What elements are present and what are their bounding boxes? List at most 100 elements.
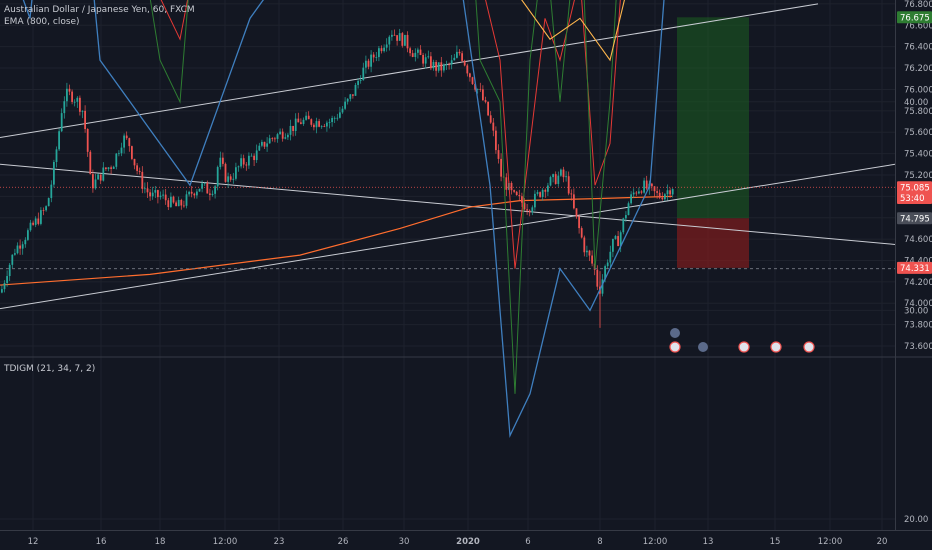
candle-body [180, 199, 183, 206]
y-tick-label: 76.200 [904, 64, 932, 74]
candle-body [430, 56, 432, 69]
profit-zone [677, 17, 749, 219]
candle-body [1, 289, 3, 293]
price-axis-tag [897, 212, 932, 225]
candle-body [497, 150, 500, 159]
candle-body [320, 126, 323, 127]
candle-body [79, 97, 81, 112]
candle-body [261, 141, 263, 146]
candle-body [557, 175, 560, 184]
candle-body [630, 194, 632, 204]
candle-body [612, 238, 614, 252]
price-axis-tag-text: 75.085 [900, 183, 930, 193]
x-tick-label: 16 [96, 537, 107, 547]
candle-body [541, 189, 544, 197]
candle-body [664, 194, 666, 200]
candle-body [448, 64, 450, 66]
candle-body [401, 33, 404, 46]
candle-body [279, 131, 281, 135]
candle-body [248, 155, 250, 166]
candle-body [596, 269, 599, 287]
candle-body [658, 192, 661, 198]
candle-body [94, 179, 97, 189]
candle-body [110, 167, 112, 169]
candle-body [422, 54, 424, 64]
candle-body [102, 167, 105, 181]
candle-body [414, 52, 417, 57]
candle-body [458, 51, 461, 54]
candle-body [440, 62, 443, 71]
candle-body [16, 245, 19, 254]
candle-body [656, 191, 658, 193]
candle-body [128, 138, 131, 147]
y-tick-label: 73.800 [904, 321, 932, 331]
x-tick-label: 15 [770, 537, 781, 547]
candle-body [50, 184, 53, 199]
candle-body [419, 49, 422, 55]
event-marker-icon [669, 341, 681, 353]
candle-body [196, 191, 198, 196]
candle-body [370, 54, 372, 67]
candle-body [60, 113, 63, 132]
candle-body [242, 158, 245, 165]
candle-body [450, 60, 453, 65]
candle-body [45, 206, 47, 211]
candle-body [219, 157, 222, 168]
ind-y-tick-label: 20.00 [904, 515, 928, 525]
x-tick-label: 6 [525, 537, 530, 547]
candle-body [138, 170, 141, 172]
candle-body [388, 36, 391, 45]
candle-body [141, 171, 144, 189]
candle-body [469, 73, 471, 78]
legend-ema: EMA (800, close) [4, 17, 80, 27]
candle-body [510, 183, 513, 191]
candle-body [362, 67, 365, 81]
x-tick-label: 12 [28, 537, 39, 547]
y-tick-label: 76.400 [904, 43, 932, 53]
candle-body [432, 61, 435, 69]
candle-body [411, 53, 414, 57]
candle-body [313, 124, 315, 128]
x-tick-label: 13 [703, 537, 714, 547]
candle-body [346, 98, 349, 102]
candle-body [274, 138, 276, 140]
candle-body [211, 193, 214, 195]
candle-body [404, 34, 406, 46]
ind-mid-line [521, 0, 625, 62]
candle-body [484, 100, 487, 102]
y-tick-label: 73.600 [904, 342, 932, 352]
candle-body [578, 216, 580, 229]
candle-body [190, 191, 193, 194]
event-marker-icon [698, 342, 708, 352]
event-marker-icon [670, 328, 680, 338]
candle-body [463, 60, 466, 66]
ind-y-tick-label: 30.00 [904, 306, 928, 316]
trend-line [0, 3, 819, 139]
candle-body [666, 190, 669, 195]
candle-body [206, 183, 209, 194]
candle-body [118, 153, 120, 155]
candle-body [339, 112, 341, 118]
loss-zone [677, 218, 749, 268]
candle-body [445, 64, 448, 66]
candle-body [352, 94, 354, 96]
candle-body [328, 122, 331, 123]
candle-body [409, 48, 411, 54]
candle-body [300, 122, 302, 124]
candle-body [263, 141, 266, 147]
legend-symbol: Australian Dollar / Japanese Yen, 60, FX… [4, 5, 195, 15]
candle-body [34, 218, 37, 225]
candle-body [476, 88, 479, 90]
candle-body [310, 119, 313, 125]
event-marker-icon [803, 341, 815, 353]
candle-body [172, 196, 175, 203]
candle-body [193, 193, 196, 196]
candle-body [562, 169, 565, 178]
candle-body [253, 155, 255, 161]
candle-body [547, 185, 549, 192]
candle-body [214, 186, 216, 194]
candle-body [365, 60, 367, 68]
candle-body [3, 283, 6, 290]
